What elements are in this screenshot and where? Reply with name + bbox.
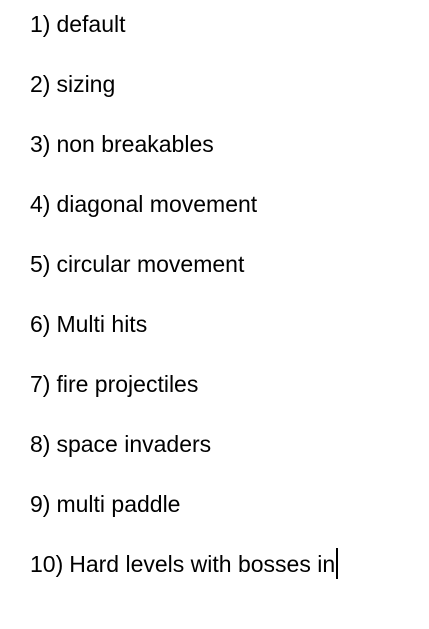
- list-item[interactable]: 8) space invaders: [30, 428, 338, 488]
- list-item-text: fire projectiles: [56, 371, 199, 397]
- list-item-number: 9): [30, 491, 51, 517]
- list-item-text: Hard levels with bosses in: [69, 551, 336, 577]
- list-item-number: 8): [30, 431, 51, 457]
- list-item[interactable]: 2) sizing: [30, 68, 338, 128]
- list-item-number: 1): [30, 11, 51, 37]
- list-item[interactable]: 7) fire projectiles: [30, 368, 338, 428]
- numbered-list: 1) default 2) sizing 3) non breakables 4…: [30, 8, 339, 608]
- list-item-text: sizing: [56, 71, 116, 97]
- list-item-text: space invaders: [56, 431, 212, 457]
- list-item-number: 7): [30, 371, 51, 397]
- list-item-number: 10): [30, 551, 64, 577]
- list-item[interactable]: 4) diagonal movement: [30, 188, 338, 248]
- list-item-text: non breakables: [56, 131, 214, 157]
- list-item[interactable]: 9) multi paddle: [30, 488, 338, 548]
- list-item[interactable]: 1) default: [30, 8, 338, 68]
- list-item-number: 5): [30, 251, 51, 277]
- list-item[interactable]: 5) circular movement: [30, 248, 338, 308]
- list-item-number: 6): [30, 311, 51, 337]
- list-item-number: 2): [30, 71, 51, 97]
- list-item-number: 3): [30, 131, 51, 157]
- text-cursor: [336, 548, 339, 579]
- list-item[interactable]: 6) Multi hits: [30, 308, 338, 368]
- list-item-text: diagonal movement: [56, 191, 258, 217]
- list-item-text: multi paddle: [56, 491, 181, 517]
- list-item-text: circular movement: [56, 251, 245, 277]
- list-item[interactable]: 3) non breakables: [30, 128, 338, 188]
- list-item[interactable]: 10) Hard levels with bosses in: [30, 548, 339, 608]
- list-item-number: 4): [30, 191, 51, 217]
- list-item-text: default: [56, 11, 126, 37]
- list-item-text: Multi hits: [56, 311, 148, 337]
